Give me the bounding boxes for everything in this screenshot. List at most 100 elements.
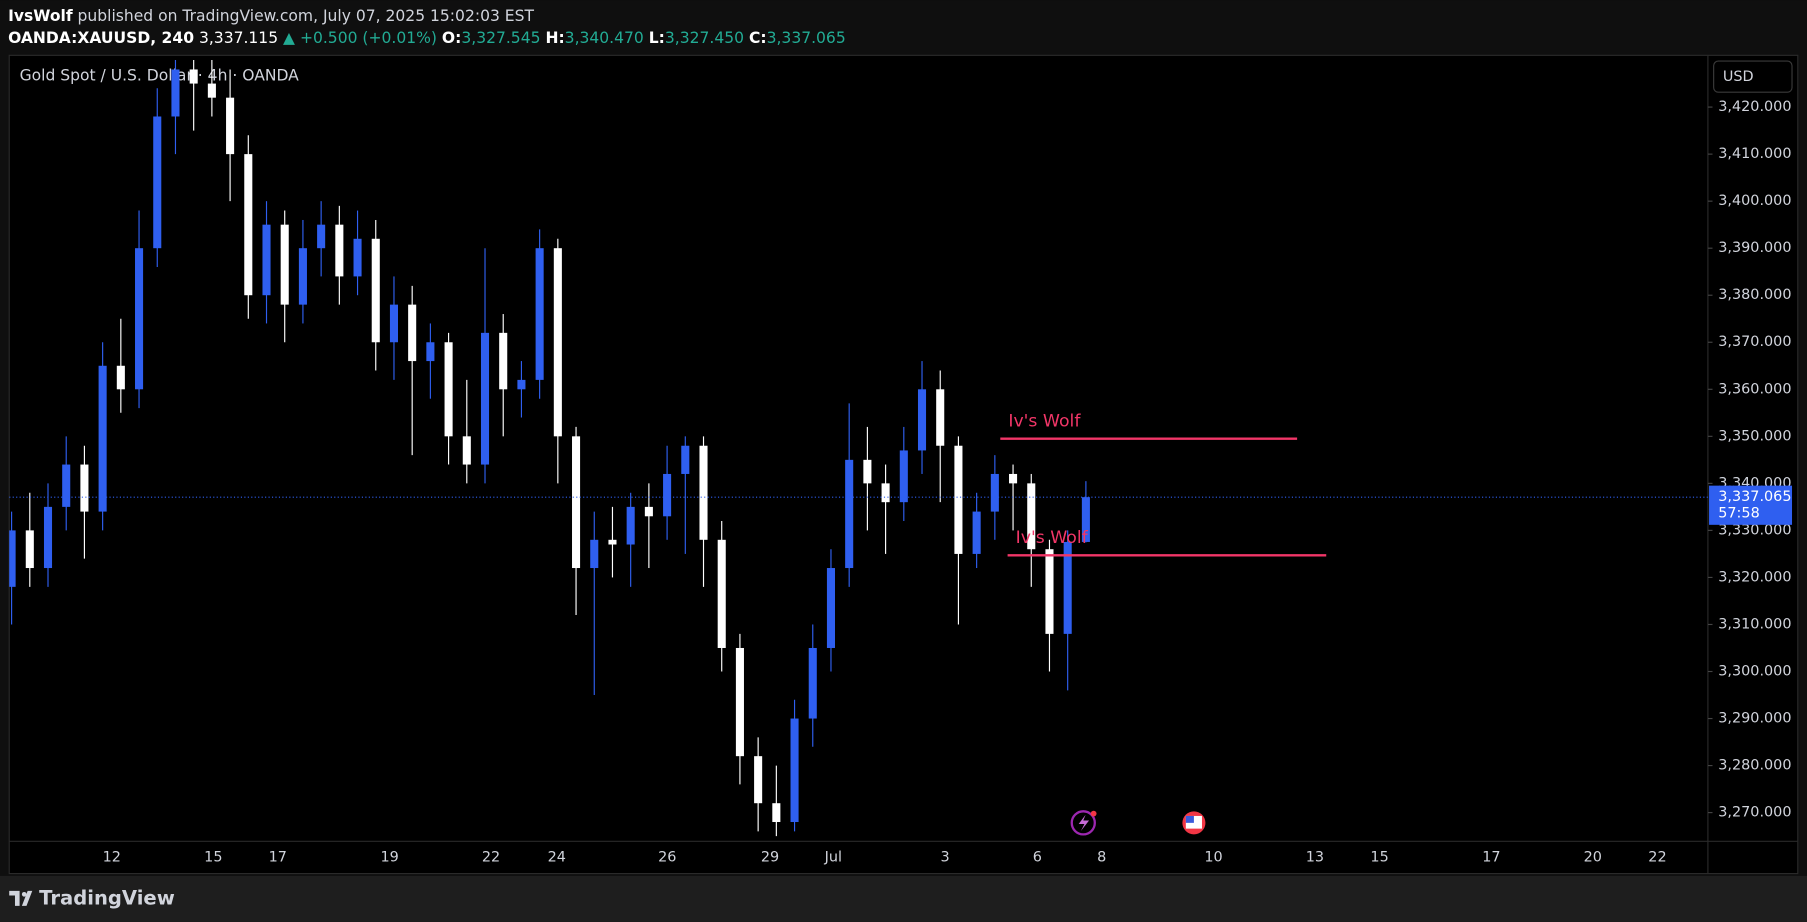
candle-body <box>553 248 562 437</box>
candle-body <box>772 803 781 823</box>
candle-body <box>317 224 326 249</box>
candle-body <box>1045 549 1054 634</box>
currency-button[interactable] <box>1713 60 1793 93</box>
candle-body <box>644 506 653 517</box>
candle-body <box>444 342 453 437</box>
y-tick-label: 3,360.000 <box>1718 381 1791 397</box>
y-tick-label: 3,330.000 <box>1718 522 1791 538</box>
y-tick-label: 3,380.000 <box>1718 287 1791 303</box>
candle-body <box>590 539 599 569</box>
candle-body <box>845 459 854 569</box>
candle-body <box>189 69 198 84</box>
candle-body <box>244 154 253 296</box>
candle-body <box>572 436 581 569</box>
author: IvsWolf <box>8 7 73 25</box>
axes: 3,270.000 3,280.000 3,290.000 3,300.000 3,31… <box>103 99 1793 865</box>
candle-body <box>335 224 344 277</box>
candle-body <box>80 464 89 512</box>
y-tick-label: 3,290.000 <box>1718 711 1791 727</box>
currency-label[interactable]: USD <box>1723 69 1754 85</box>
x-tick-label: 3 <box>941 849 950 865</box>
candle-body <box>608 539 617 545</box>
x-tick-label: 15 <box>1370 849 1388 865</box>
candle-body <box>262 224 271 296</box>
y-tick-label: 3,350.000 <box>1718 428 1791 444</box>
brand-name: TradingView <box>39 886 175 909</box>
y-tick-label: 3,410.000 <box>1718 146 1791 162</box>
candle-body <box>408 304 417 362</box>
ohlc-label: O: <box>442 29 461 47</box>
candle-body <box>62 464 71 507</box>
x-tick-label: 8 <box>1097 849 1106 865</box>
event-icon[interactable] <box>1070 810 1096 836</box>
candle-body <box>936 389 945 446</box>
candle-body <box>98 365 107 512</box>
ohlc-value: 3,327.545 <box>461 29 540 47</box>
candle-body <box>826 568 836 648</box>
candle-body <box>1063 541 1072 634</box>
candle-body <box>280 224 289 305</box>
x-tick-label: 24 <box>548 849 566 865</box>
candle-body <box>699 445 708 540</box>
flag-canton <box>1185 815 1194 823</box>
candle-body <box>480 332 490 465</box>
candle-body <box>426 342 435 362</box>
ohlc-label: H: <box>545 29 564 47</box>
candle-body <box>353 238 362 277</box>
ohlc-label: L: <box>649 29 665 47</box>
candle-body <box>1081 497 1090 542</box>
candle-body <box>43 506 53 569</box>
x-tick-label: 15 <box>204 849 222 865</box>
quote-line: OANDA:XAUUSD, 240 3,337.115 ▲ +0.500 (+0… <box>8 29 846 47</box>
candle-body <box>626 506 635 545</box>
x-tick-label: 17 <box>269 849 287 865</box>
price-tag-label: 3,337.065 <box>1718 489 1791 505</box>
x-tick-label: 20 <box>1584 849 1602 865</box>
change: ▲ +0.500 (+0.01%) <box>283 29 437 47</box>
y-tick-label: 3,370.000 <box>1718 334 1791 350</box>
candle-body <box>863 459 872 484</box>
candle-body <box>389 304 398 343</box>
ohlc-value: 3,337.065 <box>767 29 846 47</box>
symbol: OANDA:XAUUSD, 240 <box>8 29 194 47</box>
chart-title: Gold Spot / U.S. Dollar · 4h · OANDA <box>20 67 300 85</box>
candle-body <box>25 530 34 569</box>
x-tick-label: 17 <box>1482 849 1500 865</box>
candle-body <box>881 483 890 503</box>
candle-body <box>972 511 981 554</box>
price-tag <box>1709 485 1793 525</box>
plot: Iv's Wolf Iv's Wolf <box>9 60 1708 837</box>
published: published on TradingView.com, July 07, 2… <box>73 7 535 25</box>
candle-body <box>153 116 162 249</box>
brand: TradingView <box>9 886 175 909</box>
x-tick-label: 10 <box>1204 849 1222 865</box>
candle-body <box>735 647 744 757</box>
candle-body <box>171 69 180 117</box>
candle-body <box>371 238 380 343</box>
x-tick-label: Jul <box>824 849 842 865</box>
y-tick-label: 3,390.000 <box>1718 240 1791 256</box>
candle-body <box>681 445 690 474</box>
candle-body <box>116 365 125 390</box>
candle-body <box>298 248 307 305</box>
y-tick-label: 3,300.000 <box>1718 664 1791 680</box>
candle-body <box>1009 473 1018 484</box>
candle-body <box>754 756 763 804</box>
candle-body <box>135 248 144 390</box>
event-icons <box>1070 810 1206 836</box>
event-dot <box>1090 810 1097 817</box>
ohlc-label: C: <box>749 29 767 47</box>
y-tick-label: 3,310.000 <box>1718 616 1791 632</box>
candle-body <box>9 530 16 587</box>
candle-body <box>535 248 544 380</box>
x-tick-label: 22 <box>1648 849 1666 865</box>
candle-body <box>990 473 999 512</box>
candle-body <box>499 332 508 390</box>
candle-body <box>917 389 927 451</box>
y-tick-label: 3,420.000 <box>1718 99 1791 115</box>
brand-logo <box>9 890 33 906</box>
footer-bar <box>0 875 1807 922</box>
x-tick-label: 12 <box>103 849 121 865</box>
candle-body <box>663 473 672 517</box>
